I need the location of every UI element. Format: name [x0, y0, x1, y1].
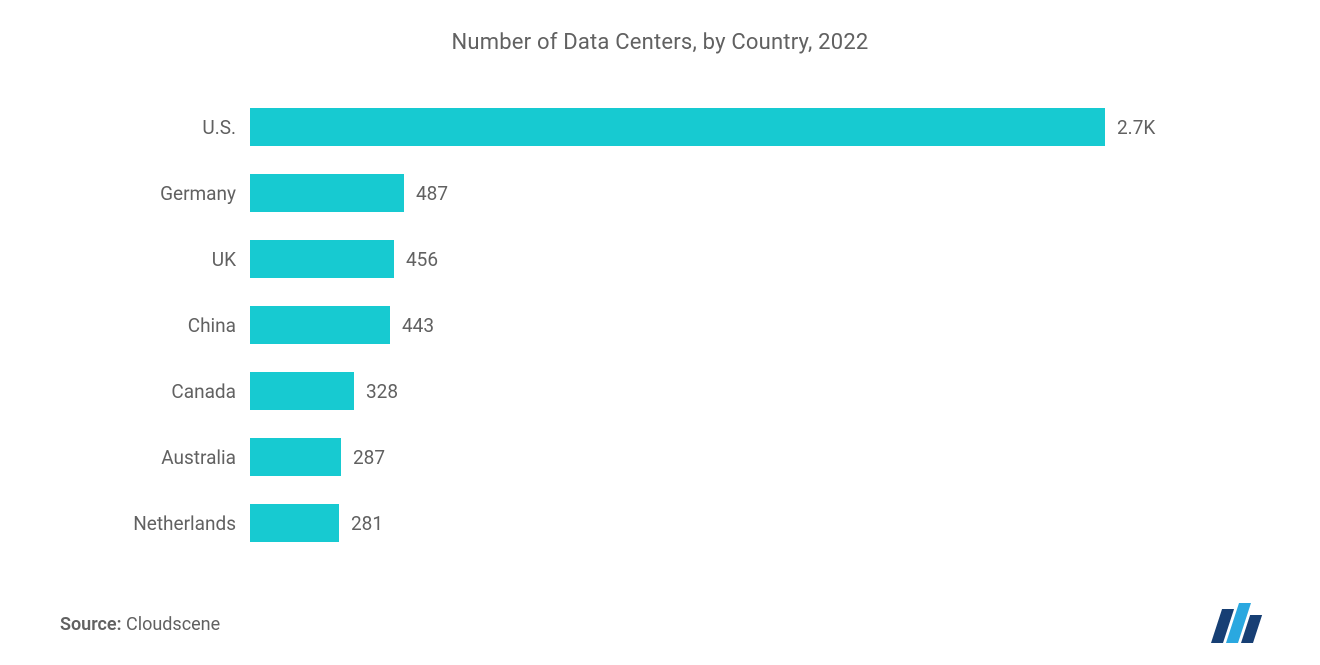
category-label: Germany: [50, 182, 250, 205]
bar-row: China 443: [50, 303, 1270, 347]
bar-row: Germany 487: [50, 171, 1270, 215]
bar: [250, 108, 1105, 146]
bar-track: 328: [250, 372, 1270, 410]
bar-track: 487: [250, 174, 1270, 212]
category-label: U.S.: [50, 116, 250, 139]
category-label: Australia: [50, 446, 250, 469]
brand-logo-icon: [1206, 603, 1270, 643]
bar-track: 443: [250, 306, 1270, 344]
bar: [250, 504, 339, 542]
bar-track: 2.7K: [250, 108, 1270, 146]
value-label: 443: [390, 314, 434, 337]
value-label: 2.7K: [1105, 116, 1155, 139]
bar-track: 287: [250, 438, 1270, 476]
bar: [250, 306, 390, 344]
category-label: Netherlands: [50, 512, 250, 535]
bar-row: Netherlands 281: [50, 501, 1270, 545]
chart-container: Number of Data Centers, by Country, 2022…: [0, 0, 1320, 665]
bar-row: U.S. 2.7K: [50, 105, 1270, 149]
bar-track: 281: [250, 504, 1270, 542]
source-line: Source: Cloudscene: [60, 614, 220, 635]
category-label: Canada: [50, 380, 250, 403]
bar: [250, 438, 341, 476]
source-key: Source:: [60, 614, 122, 635]
category-label: China: [50, 314, 250, 337]
value-label: 487: [404, 182, 448, 205]
bar: [250, 174, 404, 212]
source-value: Cloudscene: [126, 614, 220, 635]
value-label: 287: [341, 446, 385, 469]
value-label: 456: [394, 248, 438, 271]
bar-row: Australia 287: [50, 435, 1270, 479]
category-label: UK: [50, 248, 250, 271]
bar-row: Canada 328: [50, 369, 1270, 413]
bar: [250, 240, 394, 278]
value-label: 281: [339, 512, 383, 535]
value-label: 328: [354, 380, 398, 403]
bar-row: UK 456: [50, 237, 1270, 281]
plot-area: U.S. 2.7K Germany 487 UK 456 China: [50, 105, 1270, 545]
bar: [250, 372, 354, 410]
bar-track: 456: [250, 240, 1270, 278]
chart-title: Number of Data Centers, by Country, 2022: [50, 30, 1270, 55]
